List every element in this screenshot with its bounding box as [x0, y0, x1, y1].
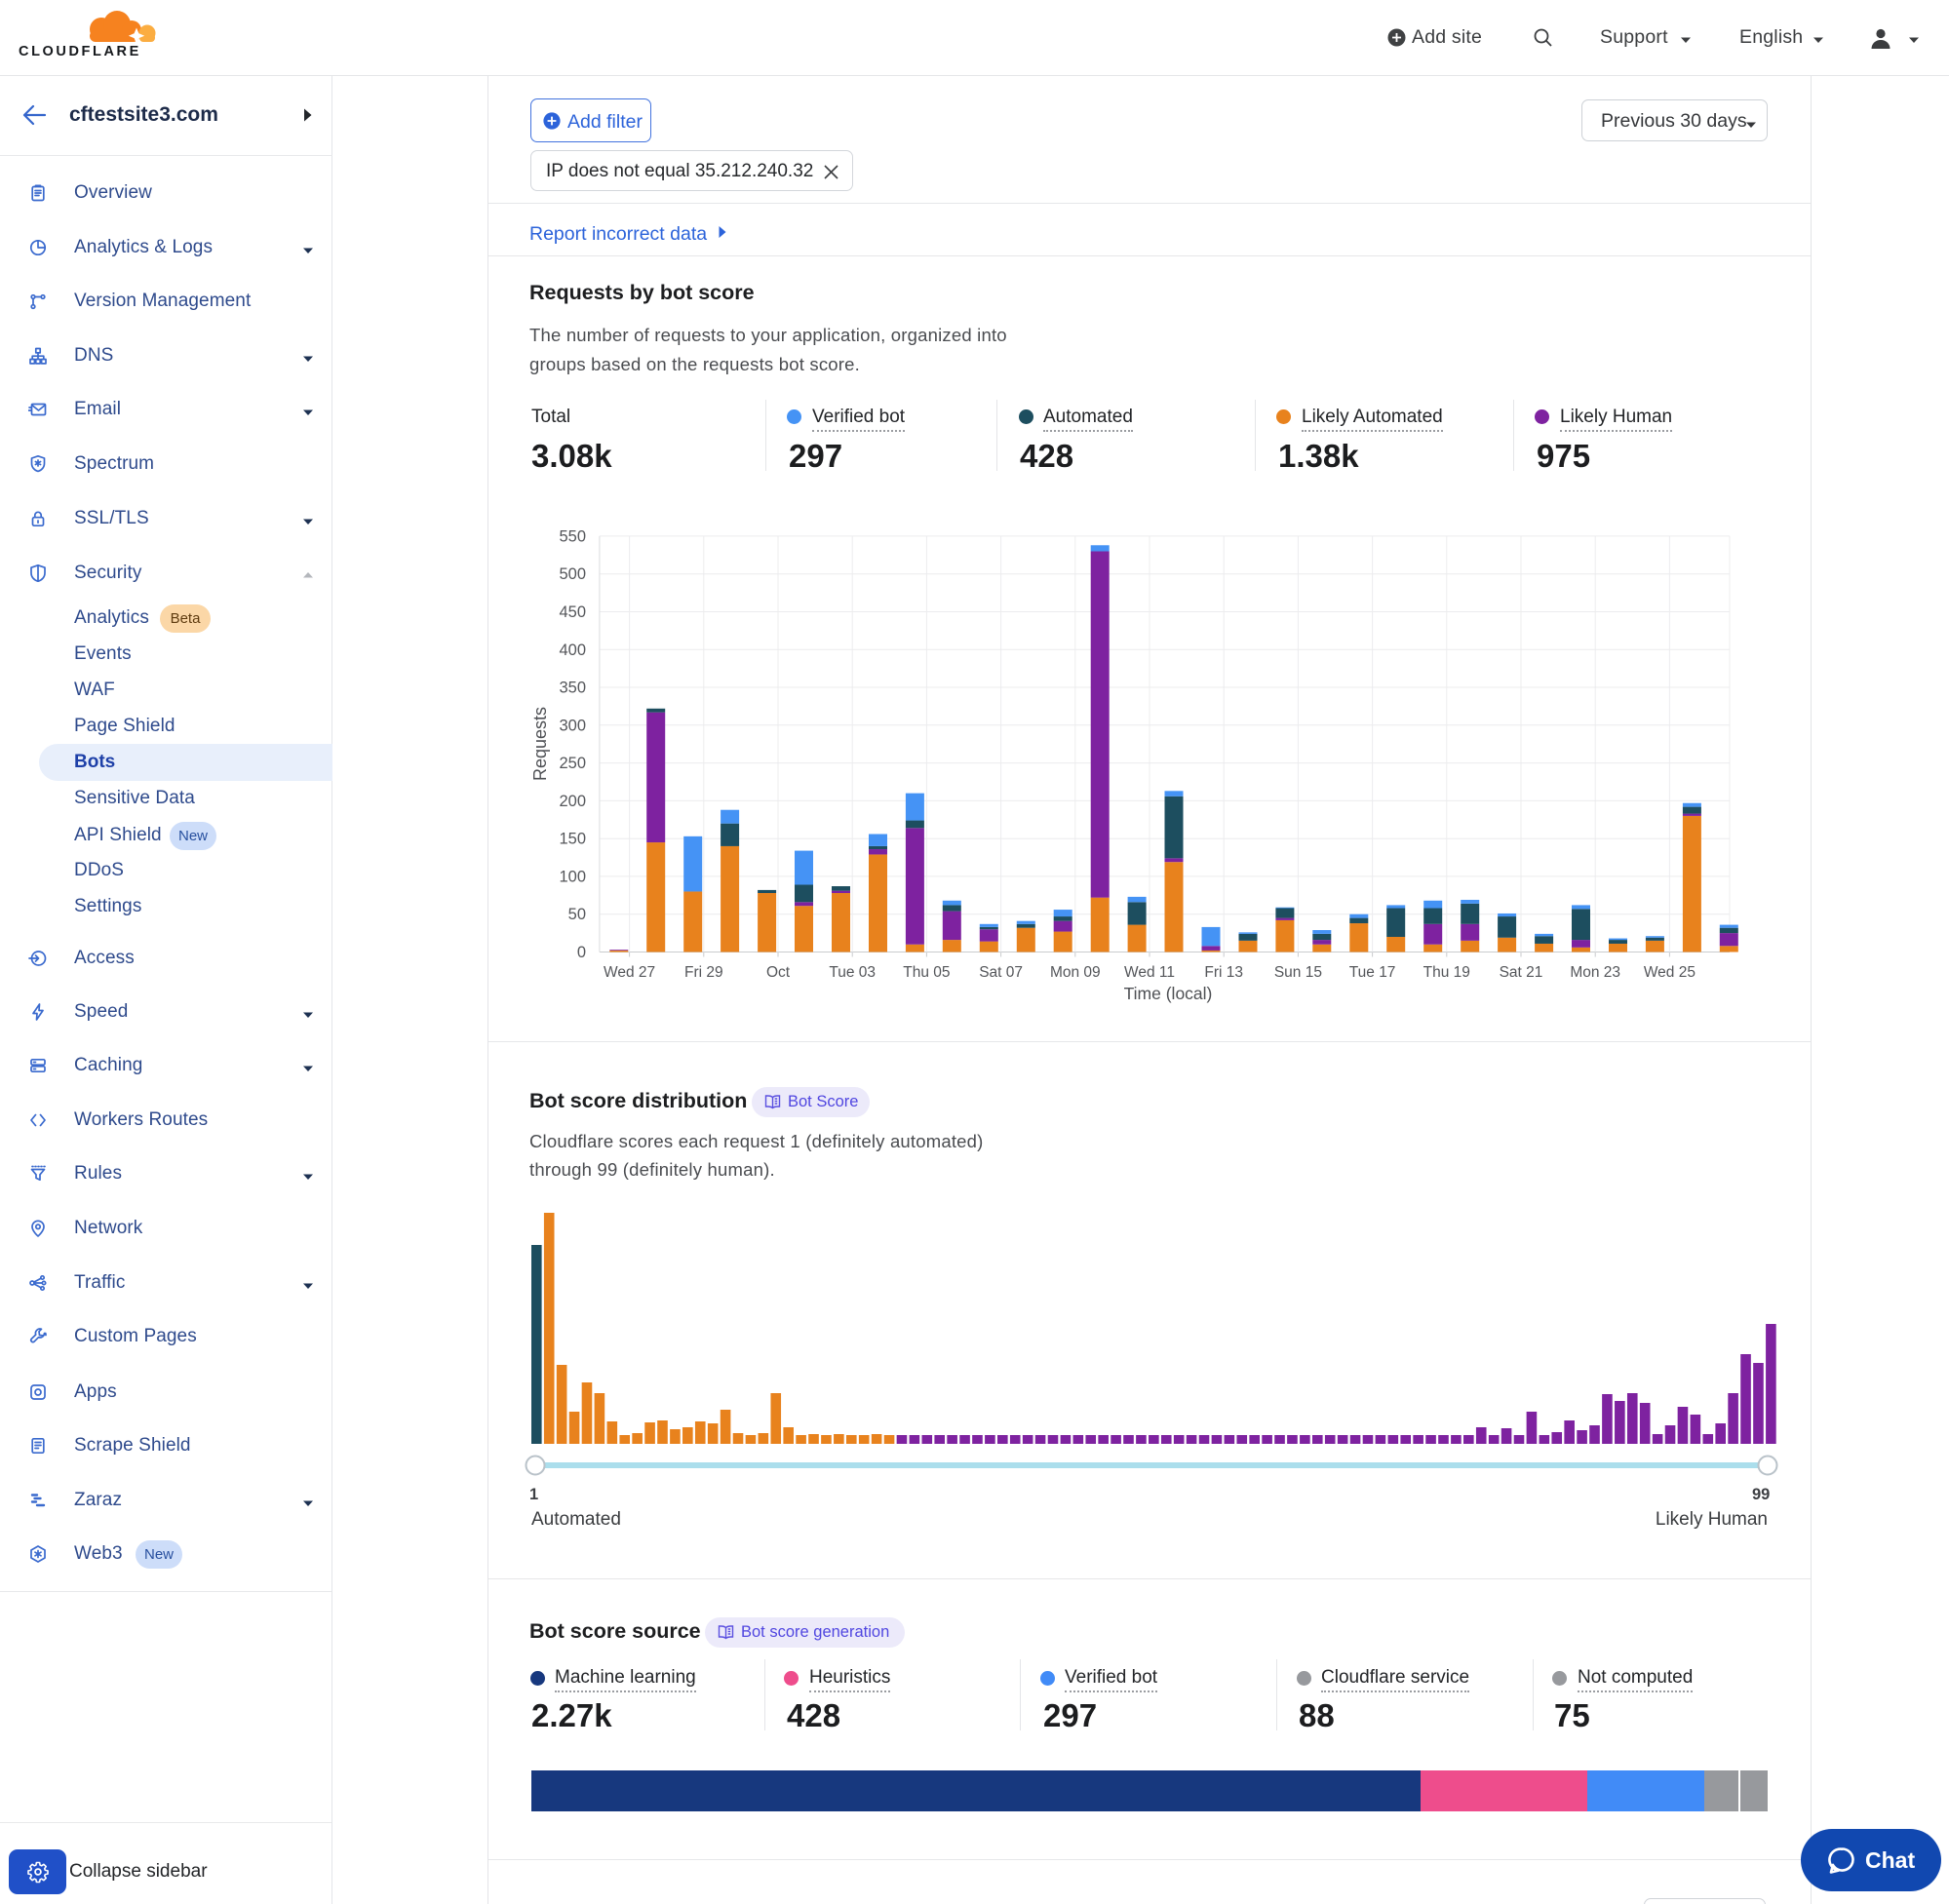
svg-text:50: 50 [568, 906, 586, 923]
svg-text:Time (local): Time (local) [1124, 984, 1213, 1003]
svg-text:500: 500 [559, 565, 586, 583]
svg-text:250: 250 [559, 755, 586, 772]
svg-text:Wed 25: Wed 25 [1644, 964, 1696, 981]
svg-text:Sun 15: Sun 15 [1274, 964, 1322, 981]
svg-text:Sat 07: Sat 07 [979, 964, 1023, 981]
svg-text:Tue 17: Tue 17 [1349, 964, 1396, 981]
svg-text:Wed 11: Wed 11 [1124, 964, 1175, 981]
svg-text:150: 150 [559, 831, 586, 848]
svg-text:Wed 27: Wed 27 [604, 964, 655, 981]
svg-text:100: 100 [559, 868, 586, 885]
svg-text:200: 200 [559, 793, 586, 810]
svg-text:Mon 23: Mon 23 [1570, 964, 1620, 981]
svg-text:550: 550 [559, 527, 586, 545]
svg-text:Mon 09: Mon 09 [1050, 964, 1101, 981]
svg-text:350: 350 [559, 680, 586, 697]
svg-text:Thu 05: Thu 05 [903, 964, 950, 981]
svg-text:Thu 19: Thu 19 [1423, 964, 1470, 981]
svg-text:Oct: Oct [766, 964, 791, 981]
svg-text:400: 400 [559, 641, 586, 659]
svg-text:Sat 21: Sat 21 [1500, 964, 1543, 981]
svg-text:Requests: Requests [530, 707, 550, 781]
svg-text:Fri 13: Fri 13 [1204, 964, 1243, 981]
svg-text:0: 0 [577, 944, 586, 961]
svg-text:300: 300 [559, 717, 586, 734]
svg-text:Tue 03: Tue 03 [829, 964, 876, 981]
svg-text:450: 450 [559, 603, 586, 621]
svg-text:Fri 29: Fri 29 [684, 964, 723, 981]
